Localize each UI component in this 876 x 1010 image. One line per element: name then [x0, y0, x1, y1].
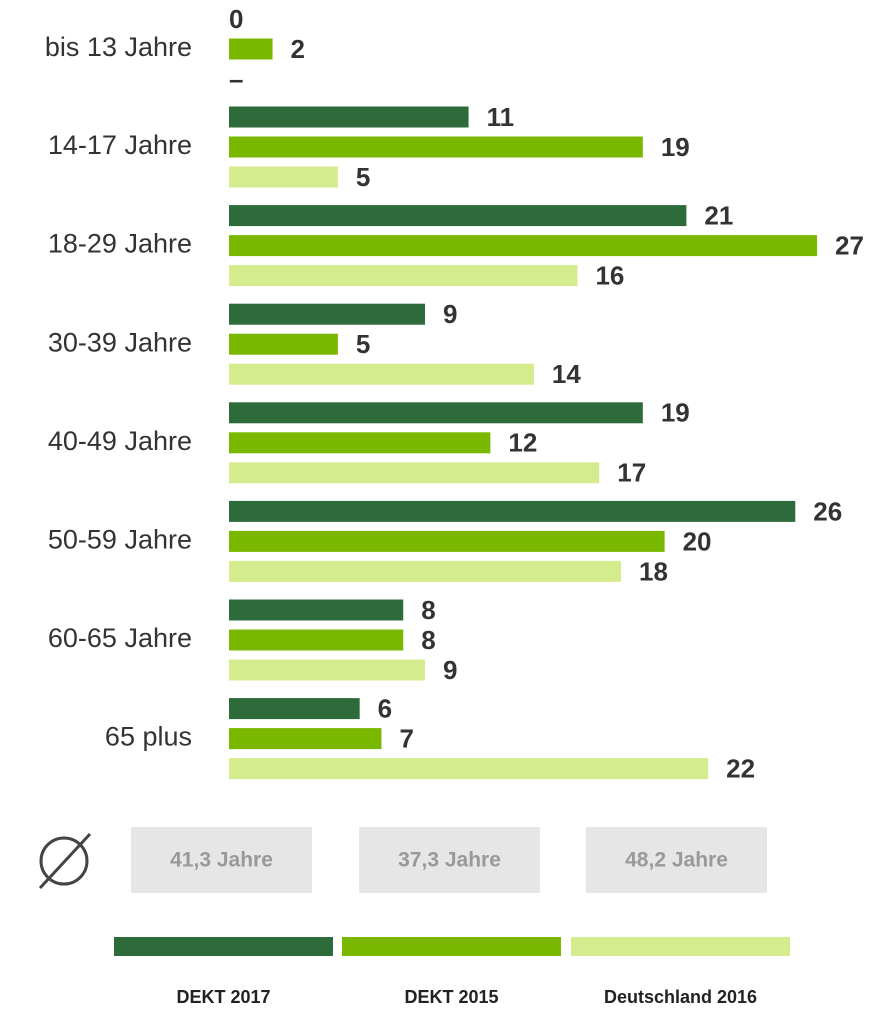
legend-label: DEKT 2015 [404, 987, 498, 1007]
category-label: 18-29 Jahre [48, 229, 192, 259]
value-label: 20 [683, 526, 712, 556]
bar [229, 402, 643, 424]
average-box [359, 827, 540, 893]
value-label: 7 [399, 723, 413, 753]
bar [229, 432, 491, 454]
category-label: 60-65 Jahre [48, 623, 192, 653]
bar [229, 38, 273, 60]
legend-swatch [342, 937, 561, 956]
value-label: 9 [443, 299, 457, 329]
average-symbol [38, 832, 92, 890]
average-box [131, 827, 312, 893]
value-label: 6 [378, 693, 392, 723]
bar [229, 659, 426, 681]
category-label: bis 13 Jahre [45, 32, 192, 62]
value-label: 0 [229, 4, 243, 34]
bar [229, 462, 600, 484]
average-box [586, 827, 767, 893]
value-label: 9 [443, 655, 457, 685]
average-label: 48,2 Jahre [625, 849, 728, 872]
value-label: 27 [835, 230, 864, 260]
bar [229, 629, 404, 651]
value-label: 8 [421, 625, 435, 655]
category-label: 65 plus [105, 722, 192, 752]
bar [229, 205, 687, 227]
legend-label: DEKT 2017 [176, 987, 270, 1007]
bar [229, 166, 338, 188]
bar [229, 500, 796, 522]
bar [229, 363, 534, 385]
value-label: 19 [661, 398, 690, 428]
bar [229, 530, 665, 552]
value-label: 5 [356, 329, 370, 359]
value-label: 21 [704, 200, 733, 230]
value-label: 11 [487, 102, 514, 132]
value-label: 8 [421, 595, 435, 625]
value-label: 19 [661, 132, 690, 162]
value-label: – [229, 64, 243, 94]
bar [229, 698, 360, 720]
bar [229, 265, 578, 287]
value-label: 26 [813, 496, 842, 526]
category-label: 14-17 Jahre [48, 130, 192, 160]
value-label: 16 [595, 260, 624, 290]
value-label: 18 [639, 556, 668, 586]
value-label: 2 [291, 34, 305, 64]
bar [229, 560, 622, 582]
value-label: 12 [508, 428, 537, 458]
category-label: 50-59 Jahre [48, 525, 192, 555]
value-label: 5 [356, 162, 370, 192]
value-label: 14 [552, 359, 581, 389]
bar [229, 303, 426, 325]
bar [229, 758, 709, 780]
bar [229, 106, 469, 128]
bar [229, 235, 818, 257]
bar [229, 333, 338, 355]
legend-swatch [571, 937, 790, 956]
legend-swatch [114, 937, 333, 956]
value-label: 22 [726, 753, 755, 783]
category-label: 40-49 Jahre [48, 426, 192, 456]
value-label: 17 [617, 458, 646, 488]
average-label: 37,3 Jahre [398, 849, 501, 872]
legend-label: Deutschland 2016 [604, 987, 757, 1007]
bar [229, 728, 382, 750]
category-label: 30-39 Jahre [48, 327, 192, 357]
average-label: 41,3 Jahre [170, 849, 273, 872]
bar [229, 599, 404, 621]
bar [229, 136, 643, 158]
